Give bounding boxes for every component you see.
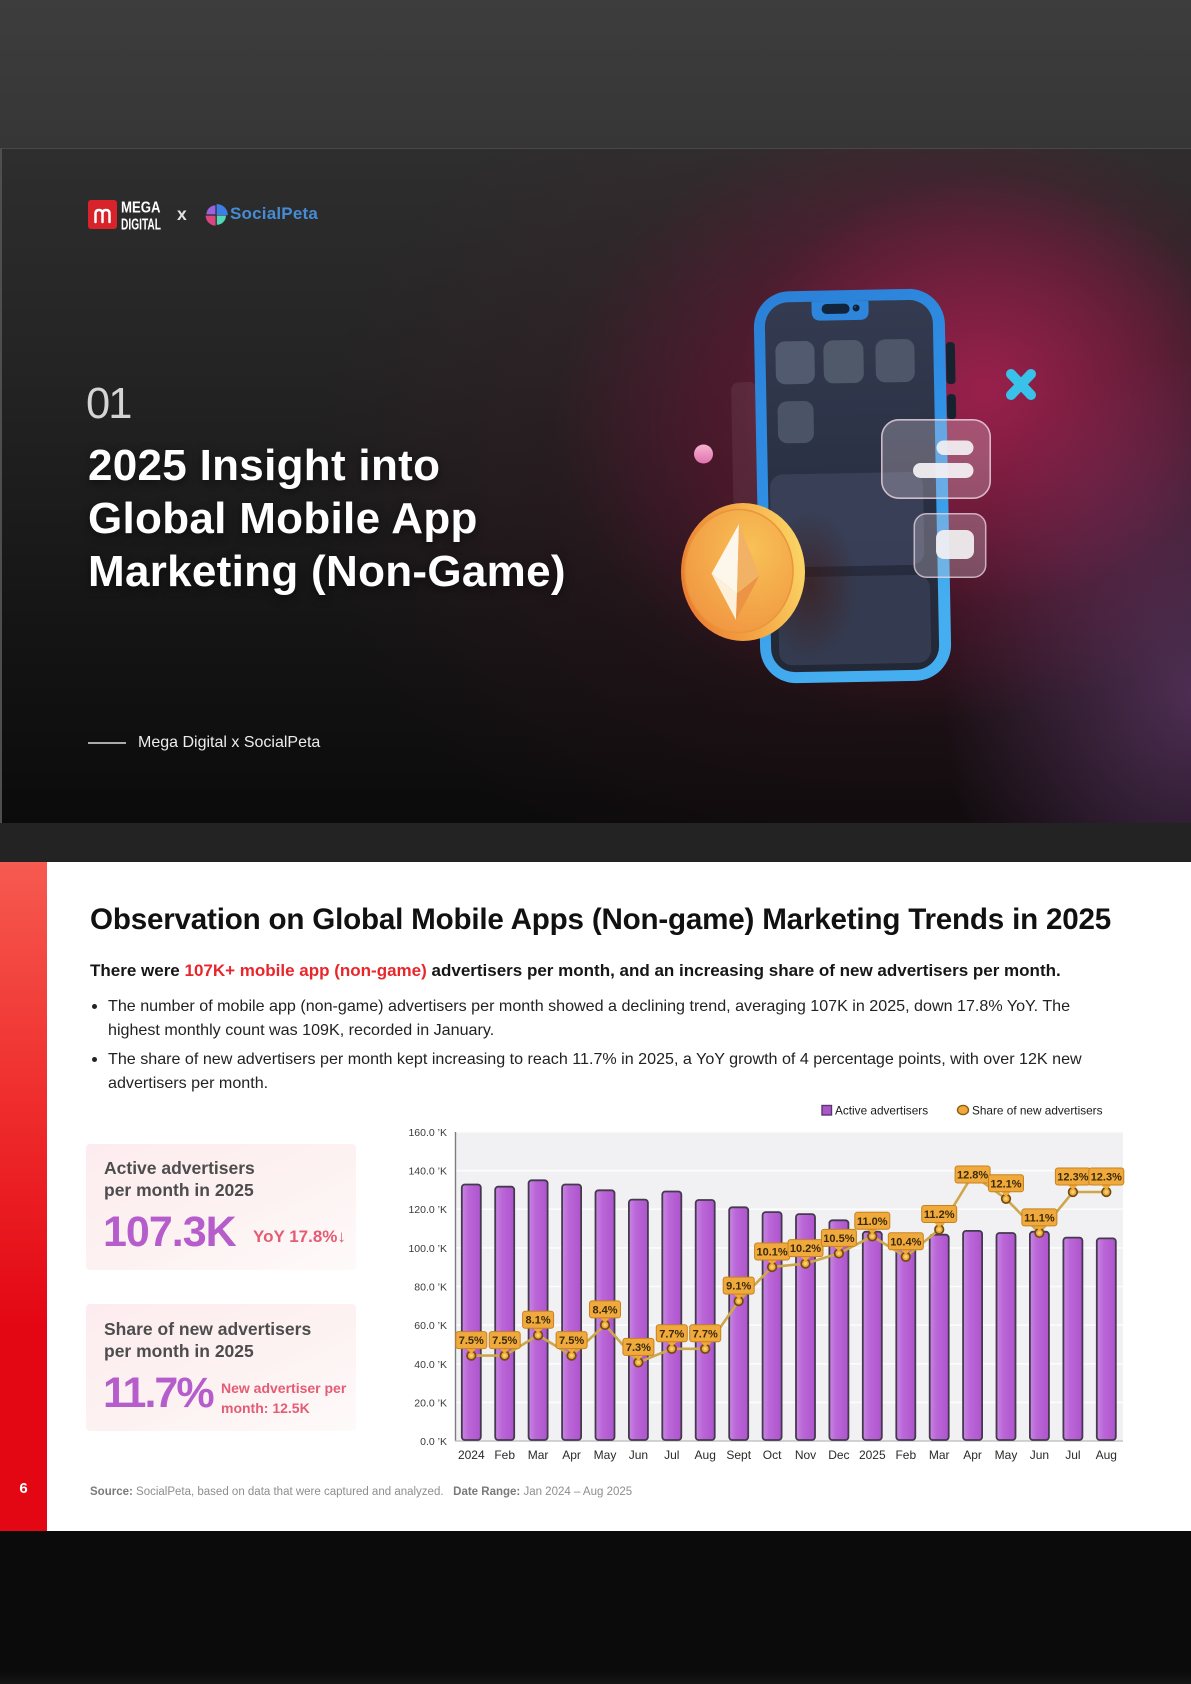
svg-text:Oct: Oct (763, 1448, 782, 1462)
svg-text:Feb: Feb (895, 1448, 916, 1462)
svg-text:0.0 ’K: 0.0 ’K (420, 1436, 447, 1448)
svg-text:Jun: Jun (1030, 1448, 1049, 1462)
svg-text:80.0 ’K: 80.0 ’K (414, 1282, 447, 1294)
svg-text:11.0%: 11.0% (857, 1216, 888, 1228)
svg-text:Feb: Feb (494, 1448, 515, 1462)
svg-text:2024: 2024 (458, 1448, 485, 1462)
svg-text:Aug: Aug (1096, 1448, 1117, 1462)
svg-text:10.4%: 10.4% (890, 1236, 921, 1248)
svg-text:7.7%: 7.7% (659, 1328, 684, 1340)
svg-text:11.1%: 11.1% (1024, 1212, 1055, 1224)
svg-text:7.5%: 7.5% (559, 1335, 584, 1347)
svg-text:10.1%: 10.1% (756, 1247, 787, 1259)
svg-text:Mar: Mar (929, 1448, 950, 1462)
svg-text:7.7%: 7.7% (693, 1328, 718, 1340)
svg-text:MEGA: MEGA (121, 200, 161, 217)
svg-text:Active advertisers: Active advertisers (835, 1104, 928, 1118)
svg-text:12.3%: 12.3% (1091, 1172, 1122, 1184)
svg-text:9.1%: 9.1% (726, 1281, 751, 1293)
svg-text:140.0 ’K: 140.0 ’K (408, 1166, 447, 1178)
svg-text:8.1%: 8.1% (526, 1315, 551, 1327)
svg-text:8.4%: 8.4% (592, 1304, 617, 1316)
svg-text:Jul: Jul (664, 1448, 679, 1462)
svg-text:Aug: Aug (695, 1448, 716, 1462)
svg-text:DIGITAL: DIGITAL (121, 217, 161, 234)
svg-text:60.0 ’K: 60.0 ’K (414, 1320, 447, 1332)
svg-text:Sept: Sept (726, 1448, 751, 1462)
svg-text:10.2%: 10.2% (790, 1243, 821, 1255)
svg-text:20.0 ’K: 20.0 ’K (414, 1397, 447, 1409)
svg-text:Dec: Dec (828, 1448, 849, 1462)
svg-text:Mar: Mar (528, 1448, 549, 1462)
svg-text:Jun: Jun (629, 1448, 648, 1462)
svg-text:11.2%: 11.2% (924, 1209, 955, 1221)
svg-text:Jul: Jul (1065, 1448, 1080, 1462)
svg-text:Nov: Nov (795, 1448, 816, 1462)
svg-text:120.0 ’K: 120.0 ’K (408, 1204, 447, 1216)
svg-text:12.8%: 12.8% (957, 1170, 988, 1182)
svg-text:12.3%: 12.3% (1057, 1172, 1088, 1184)
svg-text:12.1%: 12.1% (990, 1178, 1021, 1190)
svg-text:160.0 ’K: 160.0 ’K (408, 1127, 447, 1139)
svg-text:Share of new advertisers: Share of new advertisers (972, 1104, 1103, 1118)
svg-text:Apr: Apr (963, 1448, 982, 1462)
svg-text:2025: 2025 (859, 1448, 886, 1462)
svg-text:Apr: Apr (562, 1448, 581, 1462)
svg-text:May: May (594, 1448, 617, 1462)
svg-text:May: May (995, 1448, 1018, 1462)
svg-text:7.5%: 7.5% (492, 1335, 517, 1347)
svg-text:100.0 ’K: 100.0 ’K (408, 1243, 447, 1255)
svg-text:10.5%: 10.5% (823, 1233, 854, 1245)
svg-text:7.3%: 7.3% (626, 1342, 651, 1354)
svg-text:40.0 ’K: 40.0 ’K (414, 1359, 447, 1371)
svg-text:7.5%: 7.5% (459, 1335, 484, 1347)
